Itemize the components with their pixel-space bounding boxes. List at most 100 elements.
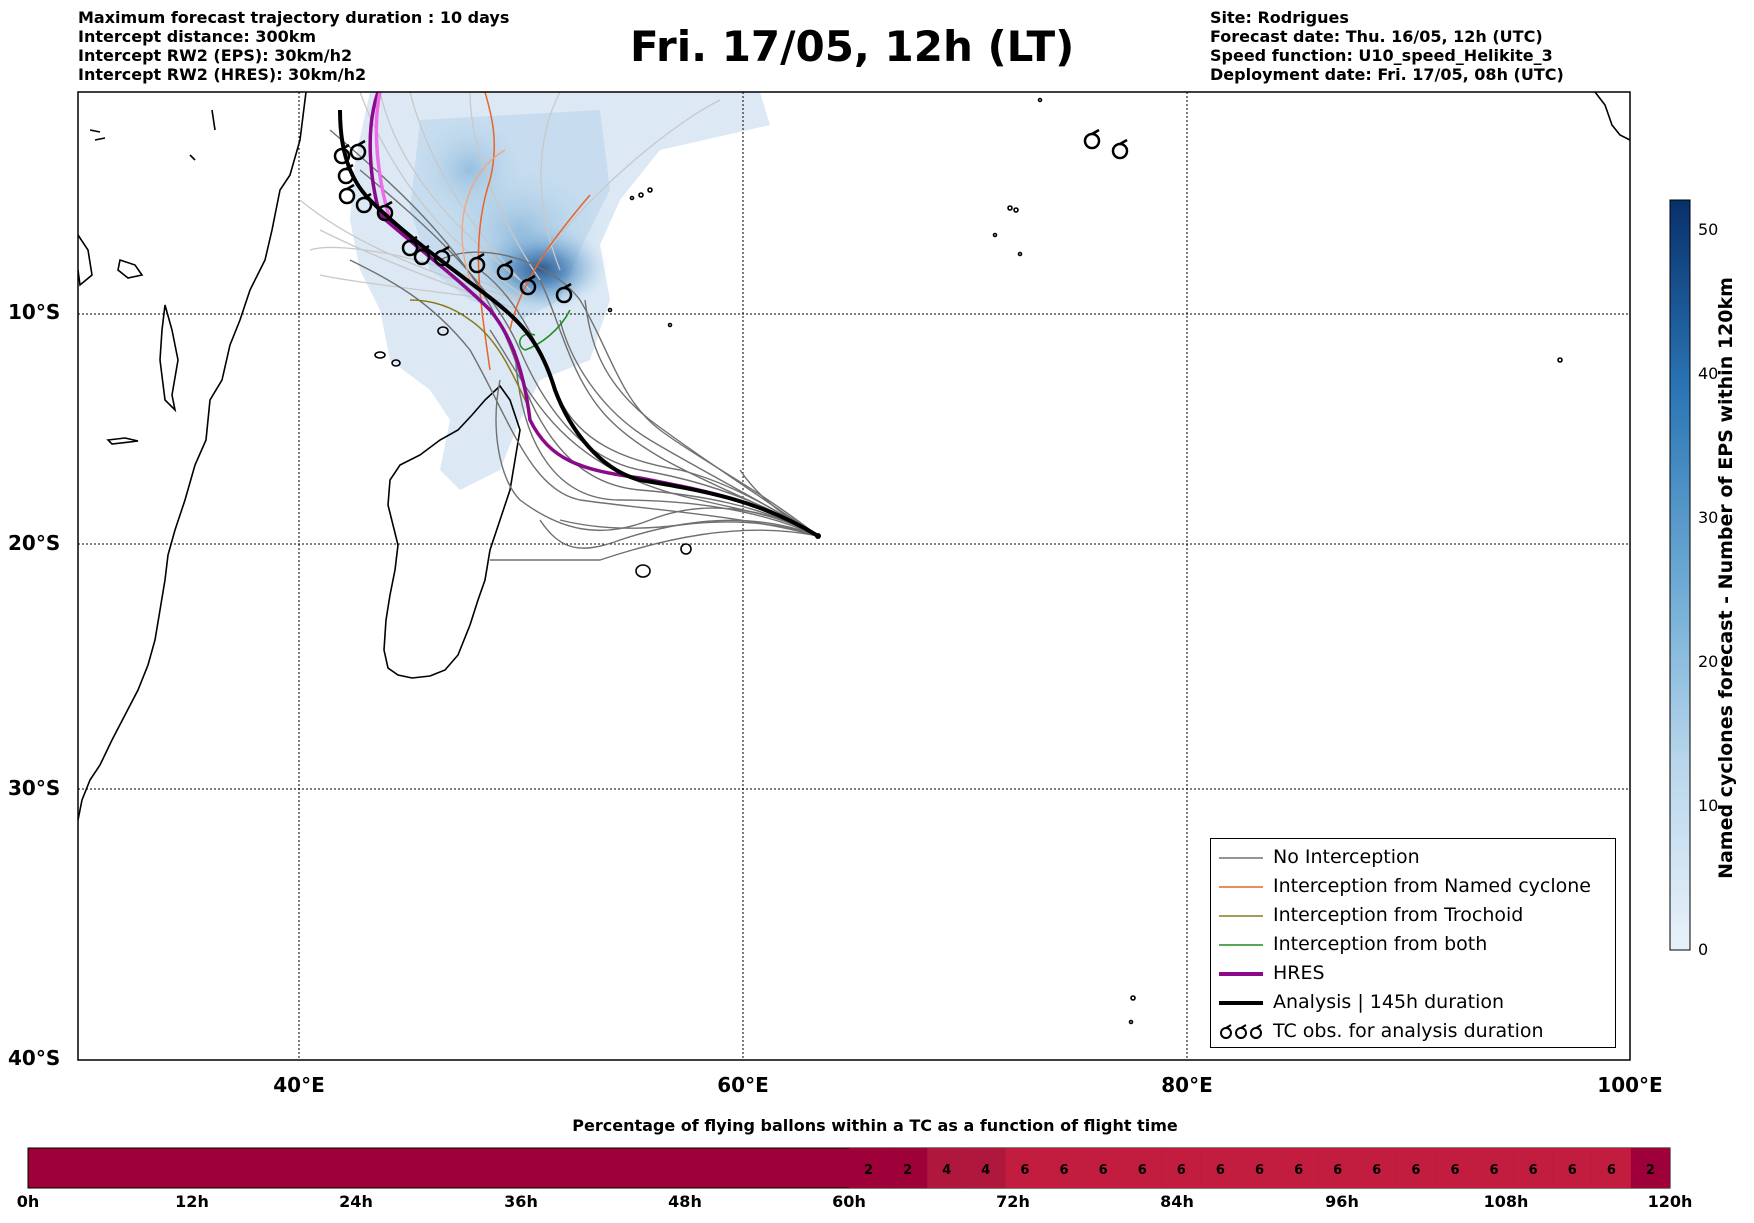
lat-tick-label: 20°S [8,531,61,555]
percentage-cell-value: 6 [1568,1163,1577,1178]
time-tick: 36h [504,1192,538,1211]
colorbar-tick: 30 [1698,508,1719,527]
percentage-cell-value: 6 [1099,1163,1108,1178]
percentage-cell [1396,1148,1436,1188]
time-tick: 12h [175,1192,209,1211]
header-right-info: Site: Rodrigues Forecast date: Thu. 16/0… [1210,8,1564,84]
trajectory-lines [299,92,820,561]
colorbar-tick: 50 [1698,220,1719,239]
tc-obs-legend-icon [1220,1024,1262,1039]
colorbar-tick: 40 [1698,364,1719,383]
percentage-cell-value: 6 [1294,1163,1303,1178]
legend-swatch [1219,886,1263,888]
legend-label: No Interception [1273,846,1420,868]
colorbar-tick: 10 [1698,796,1719,815]
tc-obs-icon [355,192,373,214]
percentage-cell-value: 2 [903,1163,912,1178]
legend-swatch [1219,857,1263,859]
legend-label: Interception from both [1273,933,1488,955]
tc-obs-icon [401,235,419,257]
time-tick: 60h [832,1192,866,1211]
time-tick: 108h [1483,1192,1529,1211]
percentage-cell-value: 6 [1529,1163,1538,1178]
percentage-cell [1630,1148,1670,1188]
tc-obs-icon [1083,128,1101,150]
percentage-bar-title: Percentage of flying ballons within a TC… [572,1116,1178,1135]
map-legend: No Interception Interception from Named … [1210,838,1616,1048]
tc-obs-icon [496,259,514,281]
percentage-cell [888,1148,928,1188]
percentage-cell [1318,1148,1358,1188]
legend-label: Interception from Trochoid [1273,904,1524,926]
header-right-line: Forecast date: Thu. 16/05, 12h (UTC) [1210,27,1543,46]
colorbar-tick: 20 [1698,652,1719,671]
map-frame [77,91,1631,1061]
time-tick: 0h [16,1192,40,1211]
legend-swatch [1219,972,1263,976]
percentage-cell [1161,1148,1201,1188]
legend-swatch [1219,944,1263,946]
header-left-line: Intercept RW2 (EPS): 30km/h2 [78,46,353,65]
legend-item-trochoid: Interception from Trochoid [1211,901,1615,930]
percentage-cell [927,1148,967,1188]
percentage-cell-value: 6 [1060,1163,1069,1178]
tc-obs-icon [413,244,431,266]
percentage-cell [1083,1148,1123,1188]
both-trajectory [519,309,571,351]
cyclone-density-shading [350,92,770,490]
named-cyclone-trajectory [461,149,506,281]
legend-item-no-interception: No Interception [1211,843,1615,872]
percentage-cell [849,1148,889,1188]
tc-obs-icon [349,139,367,161]
percentage-cell [1474,1148,1514,1188]
percentage-cell-value: 6 [1411,1163,1420,1178]
legend-label: Analysis | 145h duration [1273,991,1505,1013]
percentage-cell [1357,1148,1397,1188]
percentage-cell-value: 2 [1646,1163,1655,1178]
tc-obs-icon [1111,138,1129,160]
header-right-line: Deployment date: Fri. 17/05, 08h (UTC) [1210,65,1564,84]
percentage-cell [1005,1148,1045,1188]
header-right-line: Speed function: U10_speed_Helikite_3 [1210,46,1553,65]
percentage-cell [1044,1148,1084,1188]
percentage-cell-value: 6 [1177,1163,1186,1178]
percentage-cell-value: 2 [864,1163,873,1178]
tc-obs-icon [333,143,351,165]
lon-tick-label: 40°E [273,1073,325,1097]
site-marker [815,533,821,539]
header-left-line: Maximum forecast trajectory duration : 1… [78,8,510,27]
percentage-cell-value: 6 [1020,1163,1029,1178]
tc-observation-markers [333,128,1129,304]
percentage-cell [1200,1148,1240,1188]
trochoid-trajectory [409,299,531,411]
legend-swatch [1219,1001,1263,1005]
percentage-cell [1591,1148,1631,1188]
tc-obs-icon [468,252,486,274]
tc-obs-icon [337,163,355,185]
percentage-cell [1279,1148,1319,1188]
legend-item-named-cyclone: Interception from Named cyclone [1211,872,1615,901]
tc-obs-icon [338,183,356,205]
lon-tick-label: 80°E [1161,1073,1213,1097]
time-tick: 48h [668,1192,702,1211]
header-right-line: Site: Rodrigues [1210,8,1349,27]
time-tick: 84h [1160,1192,1194,1211]
percentage-cell-value: 6 [1138,1163,1147,1178]
percentage-cell [1552,1148,1592,1188]
legend-item-tc-obs: TC obs. for analysis duration [1211,1017,1615,1046]
time-tick: 24h [339,1192,373,1211]
percentage-cell-value: 6 [1372,1163,1381,1178]
lat-tick-label: 40°S [8,1046,61,1070]
legend-item-analysis: Analysis | 145h duration [1211,988,1615,1017]
time-tick: 120h [1647,1192,1693,1211]
tc-obs-icon [433,245,451,267]
time-tick: 96h [1325,1192,1359,1211]
percentage-cell-value: 6 [1490,1163,1499,1178]
percentage-cell-value: 6 [1607,1163,1616,1178]
header-left-info: Maximum forecast trajectory duration : 1… [78,8,509,84]
tc-obs-icon [376,200,394,222]
lat-tick-label: 10°S [8,300,61,324]
lon-tick-label: 60°E [717,1073,769,1097]
percentage-cell-value: 6 [1450,1163,1459,1178]
percentage-cell [1239,1148,1280,1188]
